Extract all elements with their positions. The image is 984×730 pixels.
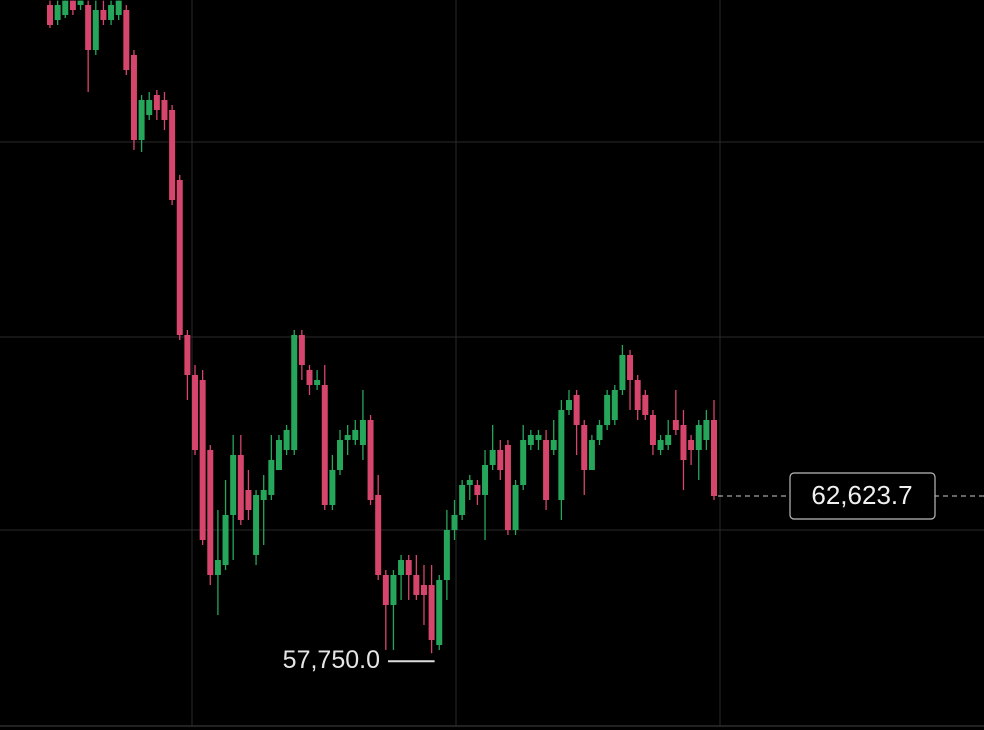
candle-body <box>398 560 405 575</box>
candle-body <box>711 420 717 497</box>
candle-body <box>627 355 634 380</box>
candle-body <box>543 440 550 500</box>
candle-body <box>665 435 672 445</box>
candle-body <box>535 435 542 440</box>
candle-body <box>558 410 565 500</box>
candle-body <box>573 395 580 425</box>
candle-body <box>108 5 115 20</box>
candle-body <box>565 400 572 410</box>
candle-body <box>657 440 664 450</box>
candle-body <box>260 490 267 500</box>
candle-body <box>459 485 466 515</box>
candle-body <box>314 380 321 385</box>
candle-body <box>92 10 99 50</box>
candle-body <box>588 440 595 470</box>
candle-body <box>680 425 687 460</box>
candle-body <box>283 430 290 450</box>
candle-body <box>420 585 427 595</box>
candle-body <box>62 0 69 15</box>
candle-body <box>306 370 313 385</box>
candle-body <box>466 480 473 485</box>
candle-body <box>649 415 656 445</box>
candle-body <box>298 335 305 365</box>
candle-body <box>443 530 450 580</box>
candle-body <box>146 100 153 115</box>
candle-body <box>130 55 137 140</box>
candle-body <box>550 440 557 450</box>
candle-body <box>382 575 389 605</box>
candle-body <box>703 420 710 440</box>
candle-body <box>54 5 61 20</box>
candle-body <box>611 390 618 420</box>
candle-body <box>337 440 344 470</box>
candle-body <box>69 0 76 10</box>
candle-body <box>344 435 351 440</box>
candle-body <box>222 515 229 565</box>
candle-body <box>520 440 527 485</box>
candle-body <box>436 580 443 645</box>
candle-body <box>367 420 374 500</box>
candle-body <box>230 455 237 515</box>
candle-body <box>192 375 199 450</box>
candle-body <box>123 10 130 70</box>
candle-body <box>375 495 382 575</box>
candle-body <box>184 335 191 375</box>
candle-body <box>85 5 92 50</box>
candle-body <box>581 425 588 470</box>
candle-body <box>199 380 206 540</box>
candle-body <box>275 440 282 470</box>
candle-body <box>604 395 611 425</box>
candle-body <box>207 450 214 575</box>
candle-body <box>634 380 641 410</box>
candle-body <box>497 450 504 470</box>
candle-body <box>642 395 649 415</box>
candle-body <box>695 425 702 450</box>
candle-body <box>672 420 679 430</box>
candle-body <box>390 575 397 605</box>
candle-body <box>428 585 435 640</box>
candle-body <box>352 430 359 440</box>
candle-body <box>527 435 534 445</box>
candle-body <box>482 465 489 495</box>
candle-body <box>413 575 420 595</box>
candle-body <box>688 440 695 450</box>
candle-body <box>329 470 336 505</box>
candle-body <box>100 10 107 20</box>
candle-body <box>619 355 626 390</box>
candle-body <box>138 100 145 140</box>
candle-body <box>291 335 298 450</box>
candle-body <box>115 0 122 15</box>
candle-body <box>504 445 511 530</box>
candle-body <box>489 450 496 465</box>
candle-body <box>77 0 84 6</box>
candle-body <box>512 485 519 530</box>
candle-body <box>321 385 328 505</box>
candle-body <box>153 95 160 110</box>
last-price-box <box>789 472 936 520</box>
last-price-label: 62,623.7 <box>811 480 912 510</box>
candle-body <box>161 100 168 120</box>
low-marker-label: 57,750.0 <box>283 646 380 674</box>
candle-body <box>359 420 366 445</box>
candle-body <box>268 460 275 495</box>
candle-body <box>214 560 221 575</box>
candle-body <box>47 5 53 25</box>
candle-body <box>596 425 603 440</box>
candle-body <box>451 515 458 530</box>
candle-body <box>237 455 244 520</box>
candle-body <box>169 110 176 200</box>
candle-body <box>405 560 412 575</box>
candle-body <box>474 485 481 495</box>
candle-body <box>176 180 183 335</box>
candle-body <box>245 490 252 510</box>
candle-body <box>253 495 260 555</box>
